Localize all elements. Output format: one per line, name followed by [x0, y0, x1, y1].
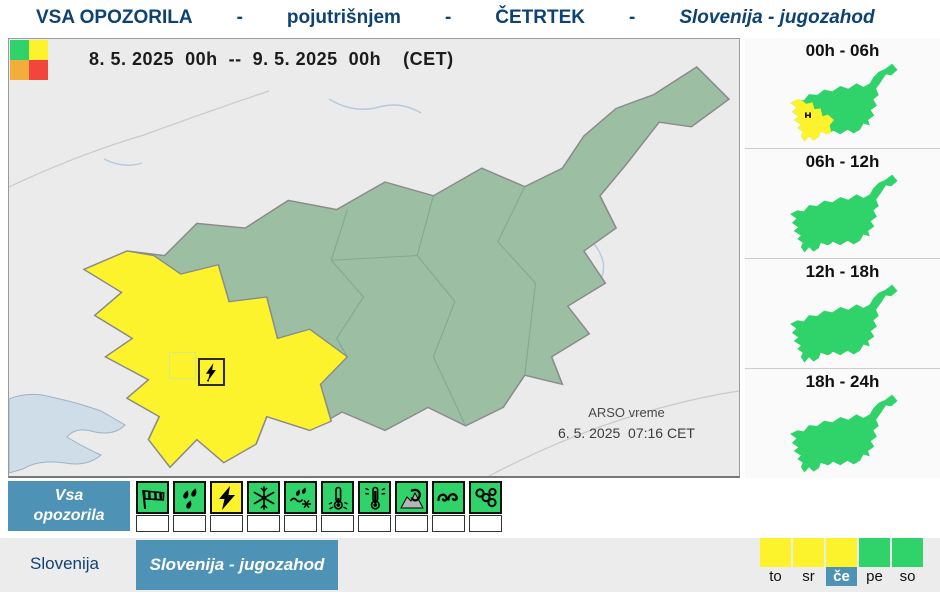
warning-cell-heat: [358, 481, 391, 532]
day-severity-swatch: [793, 538, 824, 567]
warning-count-box: [358, 515, 391, 532]
page-title: VSA OPOZORILA: [36, 7, 193, 28]
legend-red-square: [29, 60, 48, 80]
warning-cell-rain: [173, 481, 206, 532]
warning-cell-wind: [136, 481, 169, 532]
background-border-line: [488, 390, 739, 476]
timeline-section-18-24[interactable]: 18h - 24h: [745, 368, 940, 478]
wind-icon[interactable]: [136, 481, 169, 514]
mini-map-12-18: [789, 284, 898, 363]
warning-count-box: [321, 515, 354, 532]
timeline-label: 18h - 24h: [805, 372, 880, 391]
selected-region-button[interactable]: Slovenija - jugozahod: [136, 540, 338, 590]
mini-map-00-06: [789, 63, 898, 142]
heat-icon[interactable]: [358, 481, 391, 514]
lightning-bolt-icon: [205, 362, 216, 382]
warning-cell-sleet: [284, 481, 317, 532]
all-warnings-button[interactable]: Vsa opozorila: [8, 481, 130, 531]
river-line: [328, 98, 422, 114]
legend-orange-square: [10, 60, 29, 80]
slovenia-map-svg: [9, 39, 739, 476]
country-link[interactable]: Slovenija: [30, 554, 99, 573]
day-severity-swatch: [892, 538, 923, 567]
sleet-icon[interactable]: [284, 481, 317, 514]
warning-cell-avalanche: [395, 481, 428, 532]
legend-green-square: [10, 40, 29, 60]
warning-count-box: [469, 515, 502, 532]
header-day-relative: pojutrišnjem: [286, 7, 401, 28]
warning-count-box: [210, 515, 243, 532]
attribution-source: ARSO vreme: [588, 405, 665, 420]
warning-count-box: [284, 515, 317, 532]
warning-map[interactable]: 8. 5. 2025 00h -- 9. 5. 2025 00h (CET) A…: [8, 38, 740, 478]
region-bar: Slovenija Slovenija - jugozahod to sr če…: [0, 538, 940, 592]
rain-icon[interactable]: [173, 481, 206, 514]
day-severity-swatch: [859, 538, 890, 567]
day-label: sr: [802, 568, 815, 585]
warning-cell-snow: [247, 481, 280, 532]
day-tab-to[interactable]: to: [760, 538, 791, 586]
timeline-section-12-18[interactable]: 12h - 18h: [745, 258, 940, 368]
day-label: so: [899, 568, 916, 585]
attribution-timestamp: 6. 5. 2025 07:16 CET: [558, 425, 695, 441]
day-severity-swatch: [760, 538, 791, 567]
snow-icon[interactable]: [247, 481, 280, 514]
cold-icon[interactable]: [321, 481, 354, 514]
warning-count-box: [432, 515, 465, 532]
map-attribution: ARSO vreme 6. 5. 2025 07:16 CET: [529, 405, 724, 441]
avalanche-icon[interactable]: [395, 481, 428, 514]
timeline-label: 06h - 12h: [805, 152, 880, 171]
warnings-bar: Vsa opozorila: [0, 478, 940, 538]
mini-thunderstorm-marker: [804, 112, 811, 118]
thunderstorm-icon[interactable]: [210, 481, 243, 514]
map-period-label: 8. 5. 2025 00h -- 9. 5. 2025 00h (CET): [89, 49, 454, 69]
ice-icon[interactable]: [469, 481, 502, 514]
header-region: Slovenija - jugozahod: [679, 7, 875, 28]
river-line: [103, 158, 143, 166]
timeline-sidebar: 00h - 06h 06h - 12h 12h - 18h: [745, 38, 940, 478]
timeline-section-06-12[interactable]: 06h - 12h: [745, 148, 940, 258]
day-label: pe: [866, 568, 883, 585]
warning-count-box: [173, 515, 206, 532]
warning-cell-thunderstorm: [210, 481, 243, 532]
background-border-line: [9, 90, 270, 188]
timeline-label: 00h - 06h: [805, 41, 880, 60]
day-severity-swatch: [826, 538, 857, 567]
legend-yellow-square: [29, 40, 48, 60]
sea-area: [9, 393, 126, 474]
warning-count-box: [136, 515, 169, 532]
warning-area-outline: [169, 352, 196, 379]
header-day-name: ČETRTEK: [495, 7, 585, 28]
warning-cell-cold: [321, 481, 354, 532]
day-label: to: [769, 568, 782, 585]
mini-map-18-24: [789, 394, 898, 473]
day-tab-so[interactable]: so: [892, 538, 923, 586]
sea-icon[interactable]: [432, 481, 465, 514]
warning-count-box: [395, 515, 428, 532]
timeline-label: 12h - 18h: [805, 262, 880, 281]
day-label: če: [826, 567, 857, 586]
day-selector: to sr če pe so: [760, 538, 923, 586]
day-tab-ce[interactable]: če: [826, 538, 857, 586]
warning-count-box: [247, 515, 280, 532]
timeline-section-00-06[interactable]: 00h - 06h: [745, 38, 940, 148]
internal-region-borders: [330, 186, 537, 426]
header-separator: -: [629, 7, 636, 28]
mini-map-06-12: [789, 174, 898, 253]
day-tab-sr[interactable]: sr: [793, 538, 824, 586]
header: VSA OPOZORILA - pojutrišnjem - ČETRTEK -…: [0, 0, 940, 36]
header-separator: -: [444, 7, 452, 28]
header-separator: -: [236, 7, 243, 28]
day-tab-pe[interactable]: pe: [859, 538, 890, 586]
warning-cell-sea: [432, 481, 465, 532]
severity-legend: [10, 40, 48, 80]
warning-cell-ice: [469, 481, 502, 532]
thunderstorm-marker: [198, 358, 225, 386]
warning-icons-row: [136, 481, 502, 532]
